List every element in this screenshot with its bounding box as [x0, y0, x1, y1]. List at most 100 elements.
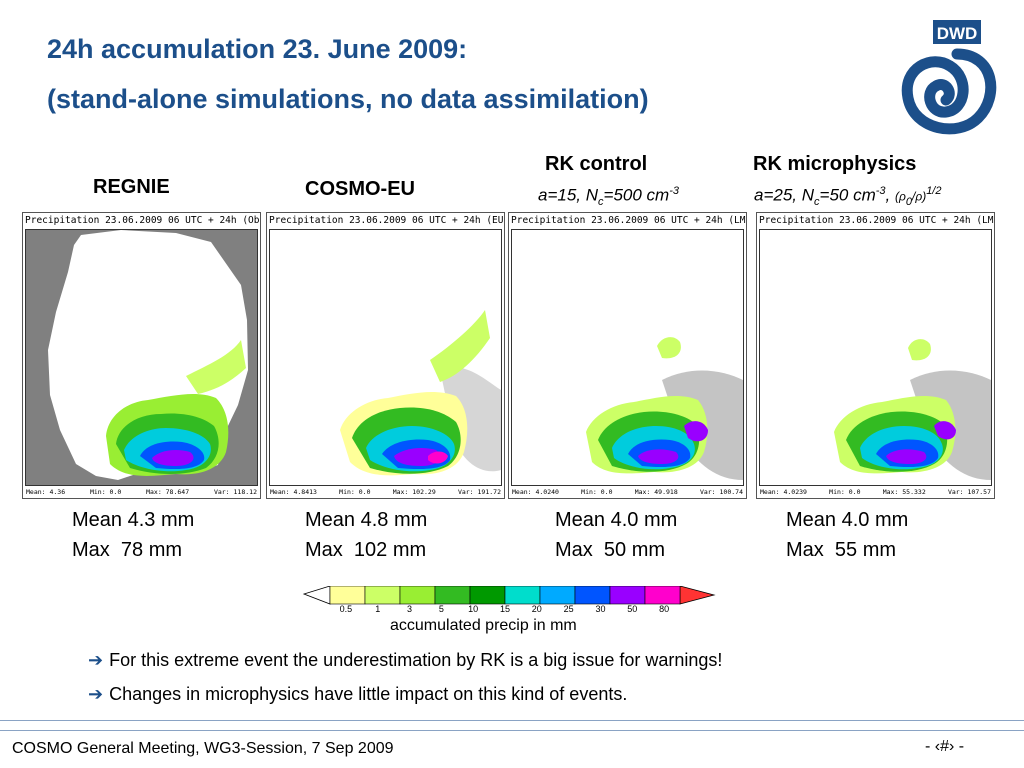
param-ratio-close: /ρ)	[911, 189, 927, 204]
arrow-icon: ➔	[88, 650, 104, 670]
param-tail: ,	[885, 185, 895, 205]
stat-max: Max 55 mm	[786, 539, 897, 561]
col-header-rk-control: RK control	[545, 153, 648, 175]
param-ratio-exp: 1/2	[926, 185, 942, 197]
colorbar-segment	[469, 586, 506, 605]
precip-region-extreme	[638, 449, 679, 464]
colorbar-tick-label: 80	[659, 604, 669, 614]
precip-region-extreme-east	[934, 421, 956, 440]
col-header-regnie: REGNIE	[93, 176, 170, 198]
panel-min: Min: 0.0	[339, 488, 371, 496]
colorbar-segment	[364, 586, 401, 605]
stat-mean: Mean 4.0 mm	[786, 509, 909, 531]
bullet-text: Changes in microphysics have little impa…	[109, 684, 628, 704]
precip-region-extreme	[886, 449, 927, 464]
panel-max: Max: 78.647	[146, 488, 190, 496]
colorbar-segment	[539, 586, 576, 605]
panel-footer: Mean: 4.8413 Min: 0.0 Max: 102.29 Var: 1…	[270, 488, 501, 496]
stat-mean: Mean 4.3 mm	[72, 509, 195, 531]
colorbar-tick-label: 5	[439, 604, 444, 614]
stats-regnie: Mean 4.3 mm Max 78 mm	[72, 505, 194, 565]
panel-min: Min: 0.0	[829, 488, 861, 496]
panel-footer: Mean: 4.36 Min: 0.0 Max: 78.647 Var: 118…	[26, 488, 257, 496]
map-panel-rk-control: Precipitation 23.06.2009 06 UTC + 24h (L…	[508, 212, 747, 499]
colorbar-tick-label: 30	[595, 604, 605, 614]
precip-region-light	[657, 337, 681, 359]
precip-map-rk-microphysics	[759, 229, 992, 486]
colorbar-segment	[574, 586, 611, 605]
dwd-logo: DWD	[901, 20, 997, 135]
colorbar-segment	[504, 586, 541, 605]
panel-mean: Mean: 4.36	[26, 488, 66, 496]
bullet-1: ➔ For this extreme event the underestimat…	[88, 650, 722, 671]
precip-region-extreme	[152, 450, 194, 466]
param-sub: c	[598, 196, 604, 209]
dwd-logo-text: DWD	[937, 24, 978, 43]
panel-var: Var: 118.12	[213, 488, 257, 496]
panel-title: Precipitation 23.06.2009 06 UTC + 24h (L…	[759, 215, 995, 226]
param-a-text: a=25, N	[754, 185, 815, 205]
stats-cosmo-eu: Mean 4.8 mm Max 102 mm	[305, 505, 427, 565]
panel-min: Min: 0.0	[89, 488, 122, 496]
colorbar-caption: accumulated precip in mm	[390, 617, 577, 634]
dwd-swirl-icon	[901, 48, 997, 135]
precip-region-light	[186, 340, 246, 394]
colorbar-segment	[644, 586, 681, 605]
stats-rk-microphysics: Mean 4.0 mm Max 55 mm	[786, 505, 908, 565]
slide-title-line1: 24h accumulation 23. June 2009:	[47, 34, 468, 64]
param-a-text: a=15, N	[538, 185, 599, 205]
colorbar-min-triangle	[302, 586, 331, 605]
colorbar-tick-label: 25	[564, 604, 574, 614]
stat-max: Max 50 mm	[555, 539, 666, 561]
colorbar-tick-label: 1	[375, 604, 380, 614]
panel-mean: Mean: 4.0240	[512, 488, 559, 496]
param-eq: =500 cm	[603, 185, 670, 205]
panel-max: Max: 102.29	[392, 488, 436, 496]
rk-control-params: a=15, Nc=500 cm-3	[538, 185, 679, 208]
colorbar-tick-label: 50	[627, 604, 637, 614]
map-panel-rk-microphysics: Precipitation 23.06.2009 06 UTC + 24h (L…	[756, 212, 995, 499]
precip-map-regnie	[25, 229, 258, 486]
map-panel-cosmo-eu: Precipitation 23.06.2009 06 UTC + 24h (E…	[266, 212, 505, 499]
stat-mean: Mean 4.0 mm	[555, 509, 678, 531]
panel-var: Var: 100.74	[699, 488, 743, 496]
stat-mean: Mean 4.8 mm	[305, 509, 428, 531]
col-header-cosmo-eu: COSMO-EU	[305, 178, 415, 200]
colorbar-segment	[609, 586, 646, 605]
rk-microphysics-params: a=25, Nc=50 cm-3, (ρ0/ρ)1/2	[754, 185, 941, 208]
map-panel-regnie: Precipitation 23.06.2009 06 UTC + 24h (O…	[22, 212, 261, 499]
page-number: - ‹#› -	[925, 738, 965, 755]
colorbar-tick-label: 3	[407, 604, 412, 614]
footer-text: COSMO General Meeting, WG3-Session, 7 Se…	[12, 740, 394, 757]
param-ratio: (ρ	[894, 189, 906, 204]
colorbar-segment	[399, 586, 436, 605]
stats-rk-control: Mean 4.0 mm Max 50 mm	[555, 505, 677, 565]
stat-max: Max 102 mm	[305, 539, 427, 561]
panel-mean: Mean: 4.0239	[760, 488, 807, 496]
colorbar-segment	[434, 586, 471, 605]
footer-divider-top	[0, 720, 1024, 721]
precip-region-max	[428, 451, 448, 464]
precip-region-extreme	[394, 448, 440, 466]
colorbar-tick-label: 15	[500, 604, 510, 614]
panel-title: Precipitation 23.06.2009 06 UTC + 24h (E…	[269, 215, 505, 226]
stat-max: Max 78 mm	[72, 539, 183, 561]
precip-map-cosmo-eu	[269, 229, 502, 486]
param-eq: =50 cm	[819, 185, 876, 205]
arrow-icon: ➔	[88, 684, 104, 704]
footer-divider	[0, 730, 1024, 731]
panel-var: Var: 191.72	[457, 488, 501, 496]
param-sub: c	[814, 196, 820, 209]
precip-map-rk-control	[511, 229, 744, 486]
precip-region-light	[908, 339, 931, 361]
colorbar-tick-label: 10	[468, 604, 478, 614]
param-ratio-sub: 0	[905, 196, 912, 209]
colorbar: 0.5 1 3 5 10 15 20 25 30 50 80	[302, 586, 716, 614]
panel-max: Max: 49.918	[634, 488, 678, 496]
colorbar-tick-label: 20	[532, 604, 542, 614]
precip-region-light	[430, 310, 490, 382]
panel-var: Var: 107.57	[947, 488, 991, 496]
panel-title: Precipitation 23.06.2009 06 UTC + 24h (O…	[25, 215, 261, 226]
precip-region-extreme-east	[684, 421, 708, 442]
slide-title-line2: (stand-alone simulations, no data assimi…	[47, 84, 649, 114]
